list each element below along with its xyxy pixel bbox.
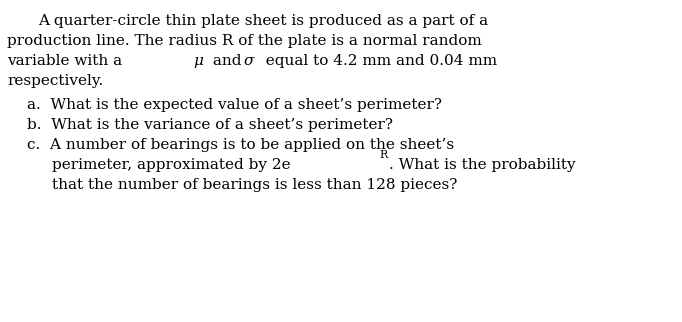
Text: that the number of bearings is less than 128 pieces?: that the number of bearings is less than… (52, 178, 458, 192)
Text: c.  A number of bearings is to be applied on the sheet’s: c. A number of bearings is to be applied… (27, 138, 454, 152)
Text: . What is the probability: . What is the probability (389, 158, 576, 172)
Text: perimeter, approximated by 2e: perimeter, approximated by 2e (52, 158, 291, 172)
Text: variable with a: variable with a (7, 54, 127, 68)
Text: μ: μ (193, 54, 203, 68)
Text: respectively.: respectively. (7, 74, 103, 88)
Text: equal to 4.2 mm and 0.04 mm: equal to 4.2 mm and 0.04 mm (256, 54, 497, 68)
Text: and: and (208, 54, 246, 68)
Text: R: R (379, 150, 387, 160)
Text: σ: σ (244, 54, 254, 68)
Text: a.  What is the expected value of a sheet’s perimeter?: a. What is the expected value of a sheet… (27, 98, 442, 112)
Text: production line. The radius R of the plate is a normal random: production line. The radius R of the pla… (7, 34, 481, 48)
Text: A quarter-circle thin plate sheet is produced as a part of a: A quarter-circle thin plate sheet is pro… (38, 14, 488, 28)
Text: b.  What is the variance of a sheet’s perimeter?: b. What is the variance of a sheet’s per… (27, 118, 393, 132)
